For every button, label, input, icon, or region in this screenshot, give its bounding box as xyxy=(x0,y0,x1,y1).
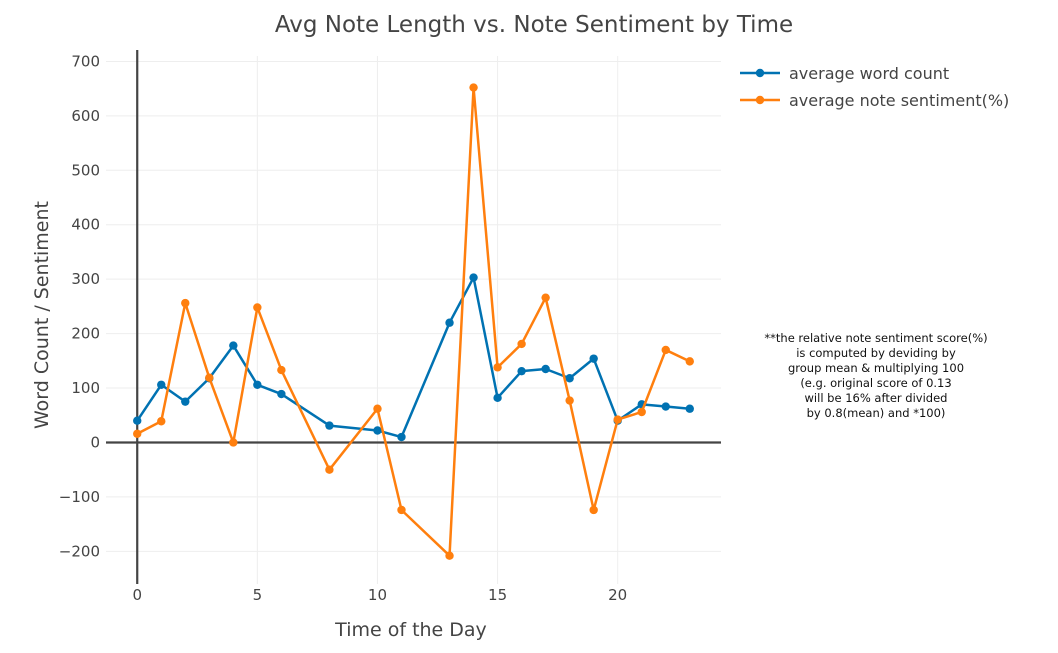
y-tick-label: −200 xyxy=(59,542,100,560)
legend-label: average note sentiment(%) xyxy=(789,91,1009,110)
y-tick-label: 600 xyxy=(71,107,100,125)
data-point[interactable] xyxy=(229,438,238,447)
data-point[interactable] xyxy=(181,298,190,308)
data-point[interactable] xyxy=(685,357,694,366)
data-point[interactable] xyxy=(469,273,478,282)
data-point[interactable] xyxy=(493,363,502,372)
series-group xyxy=(133,83,694,560)
data-point[interactable] xyxy=(493,393,502,403)
data-point[interactable] xyxy=(541,293,550,302)
legend-swatch-marker xyxy=(755,68,765,78)
data-point[interactable] xyxy=(229,341,238,350)
y-tick-label: −100 xyxy=(59,488,100,506)
data-point[interactable] xyxy=(253,380,262,389)
data-point[interactable] xyxy=(589,354,598,363)
data-point[interactable] xyxy=(133,416,142,425)
y-tick-label: 0 xyxy=(90,433,100,451)
y-tick-label: 400 xyxy=(71,216,100,234)
note-line-4: (e.g. original score of 0.13 xyxy=(800,376,951,390)
y-axis-title: Word Count / Sentiment xyxy=(31,201,53,429)
data-point[interactable] xyxy=(517,339,526,349)
data-point[interactable] xyxy=(613,415,622,424)
data-point[interactable] xyxy=(325,421,334,430)
series-word-count xyxy=(133,273,694,442)
y-tick-label: 100 xyxy=(71,379,100,397)
data-point[interactable] xyxy=(565,374,574,383)
data-point[interactable] xyxy=(277,389,286,399)
data-point[interactable] xyxy=(157,417,166,426)
data-point[interactable] xyxy=(325,465,334,474)
data-point[interactable] xyxy=(517,366,526,376)
legend-swatch-marker xyxy=(755,95,765,105)
data-point[interactable] xyxy=(397,505,406,515)
x-tick-label: 10 xyxy=(368,586,387,604)
data-point[interactable] xyxy=(277,365,286,375)
data-point[interactable] xyxy=(685,404,694,413)
y-tick-label: 300 xyxy=(71,270,100,288)
x-axis-title: Time of the Day xyxy=(334,619,487,641)
series-line xyxy=(136,86,691,557)
legend-item[interactable]: average word count xyxy=(740,64,949,83)
data-point[interactable] xyxy=(541,364,550,374)
data-point[interactable] xyxy=(589,505,598,515)
data-point[interactable] xyxy=(157,380,166,389)
series-sentiment xyxy=(133,83,694,560)
sentiment-note: **the relative note sentiment score(%) i… xyxy=(764,331,987,420)
data-point[interactable] xyxy=(445,318,454,327)
data-point[interactable] xyxy=(181,397,190,406)
y-tick-label: 700 xyxy=(71,52,100,70)
data-point[interactable] xyxy=(133,429,142,438)
x-tick-label: 20 xyxy=(608,586,627,604)
x-tick-label: 5 xyxy=(253,586,263,604)
data-point[interactable] xyxy=(445,551,454,560)
data-point[interactable] xyxy=(253,303,262,312)
note-line-2: is computed by deviding by xyxy=(796,346,956,360)
note-line-6: by 0.8(mean) and *100) xyxy=(807,406,946,420)
y-tick-label: 500 xyxy=(71,161,100,179)
y-tick-label: 200 xyxy=(71,325,100,343)
tick-labels: −200 −100 0 100 200 300 400 500 600 700 0 5 10 15 20 xyxy=(59,52,627,604)
data-point[interactable] xyxy=(661,402,670,411)
data-point[interactable] xyxy=(565,396,574,405)
series-line xyxy=(136,276,690,439)
data-point[interactable] xyxy=(373,404,382,413)
legend: average word count average note sentiment… xyxy=(740,64,1009,110)
data-point[interactable] xyxy=(661,345,670,355)
chart-title: Avg Note Length vs. Note Sentiment by Ti… xyxy=(275,12,793,38)
x-tick-label: 15 xyxy=(488,586,507,604)
legend-item[interactable]: average note sentiment(%) xyxy=(740,91,1009,110)
note-line-1: **the relative note sentiment score(%) xyxy=(764,331,987,345)
data-point[interactable] xyxy=(373,426,382,435)
data-point[interactable] xyxy=(397,432,406,442)
note-line-3: group mean & multiplying 100 xyxy=(788,361,964,375)
legend-label: average word count xyxy=(789,64,949,83)
data-point[interactable] xyxy=(469,83,478,92)
grid xyxy=(106,56,721,584)
x-tick-label: 0 xyxy=(132,586,142,604)
data-point[interactable] xyxy=(205,373,214,382)
data-point[interactable] xyxy=(637,407,646,417)
zero-lines xyxy=(106,50,721,584)
note-line-5: will be 16% after divided xyxy=(805,391,948,405)
